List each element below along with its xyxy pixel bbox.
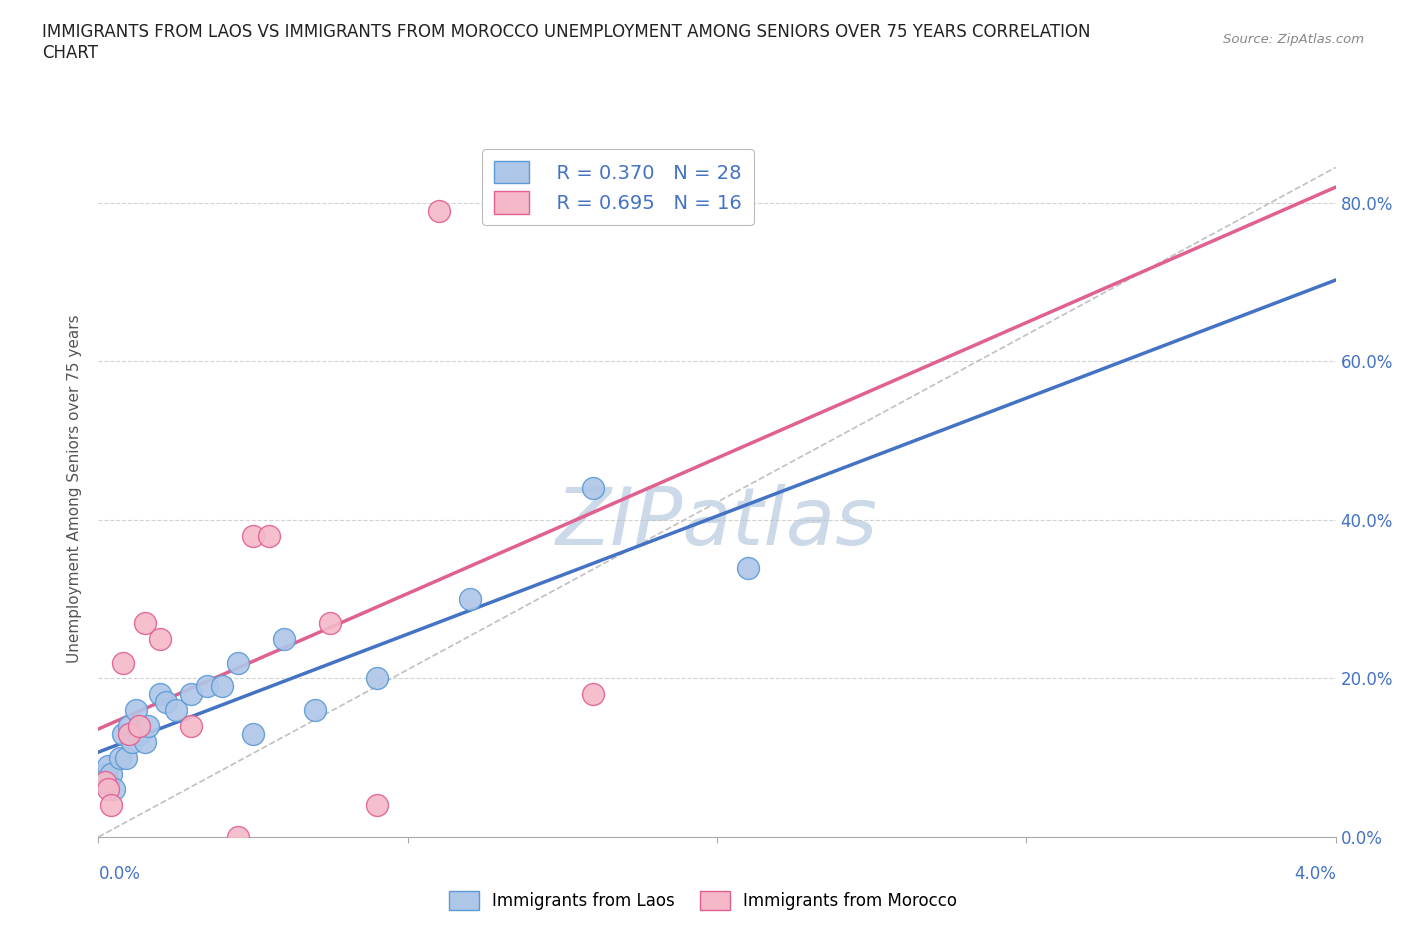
Point xyxy=(97,782,120,797)
Point xyxy=(180,719,202,734)
Text: 0.0%: 0.0% xyxy=(98,865,141,883)
Point xyxy=(93,774,115,789)
Point xyxy=(273,631,295,646)
Point xyxy=(108,751,131,765)
Point xyxy=(128,719,150,734)
Legend:   R = 0.370   N = 28,   R = 0.695   N = 16: R = 0.370 N = 28, R = 0.695 N = 16 xyxy=(482,149,754,225)
Point xyxy=(121,735,143,750)
Point xyxy=(155,695,177,710)
Point xyxy=(458,591,481,606)
Text: CHART: CHART xyxy=(42,44,98,61)
Point xyxy=(100,766,122,781)
Point xyxy=(366,671,388,686)
Point xyxy=(211,679,233,694)
Point xyxy=(366,798,388,813)
Text: Source: ZipAtlas.com: Source: ZipAtlas.com xyxy=(1223,33,1364,46)
Point xyxy=(149,687,172,702)
Point xyxy=(257,528,280,543)
Point xyxy=(242,528,264,543)
Point xyxy=(242,726,264,741)
Point xyxy=(165,703,187,718)
Text: IMMIGRANTS FROM LAOS VS IMMIGRANTS FROM MOROCCO UNEMPLOYMENT AMONG SENIORS OVER : IMMIGRANTS FROM LAOS VS IMMIGRANTS FROM … xyxy=(42,23,1091,41)
Y-axis label: Unemployment Among Seniors over 75 years: Unemployment Among Seniors over 75 years xyxy=(67,314,83,662)
Point xyxy=(112,655,135,670)
Point xyxy=(128,726,150,741)
Point xyxy=(737,560,759,575)
Point xyxy=(195,679,218,694)
Point xyxy=(100,798,122,813)
Point xyxy=(93,766,115,781)
Point xyxy=(149,631,172,646)
Point xyxy=(427,204,450,219)
Point xyxy=(304,703,326,718)
Point xyxy=(582,687,605,702)
Point xyxy=(226,830,249,844)
Point xyxy=(226,655,249,670)
Text: 4.0%: 4.0% xyxy=(1294,865,1336,883)
Point xyxy=(134,616,156,631)
Point xyxy=(180,687,202,702)
Text: ZIPatlas: ZIPatlas xyxy=(555,485,879,562)
Point xyxy=(115,751,138,765)
Point xyxy=(118,726,141,741)
Point xyxy=(582,481,605,496)
Point xyxy=(124,703,146,718)
Point xyxy=(97,774,120,789)
Point xyxy=(319,616,342,631)
Point xyxy=(103,782,125,797)
Legend: Immigrants from Laos, Immigrants from Morocco: Immigrants from Laos, Immigrants from Mo… xyxy=(441,884,965,917)
Point xyxy=(97,758,120,773)
Point xyxy=(134,735,156,750)
Point xyxy=(136,719,159,734)
Point xyxy=(118,719,141,734)
Point xyxy=(112,726,135,741)
